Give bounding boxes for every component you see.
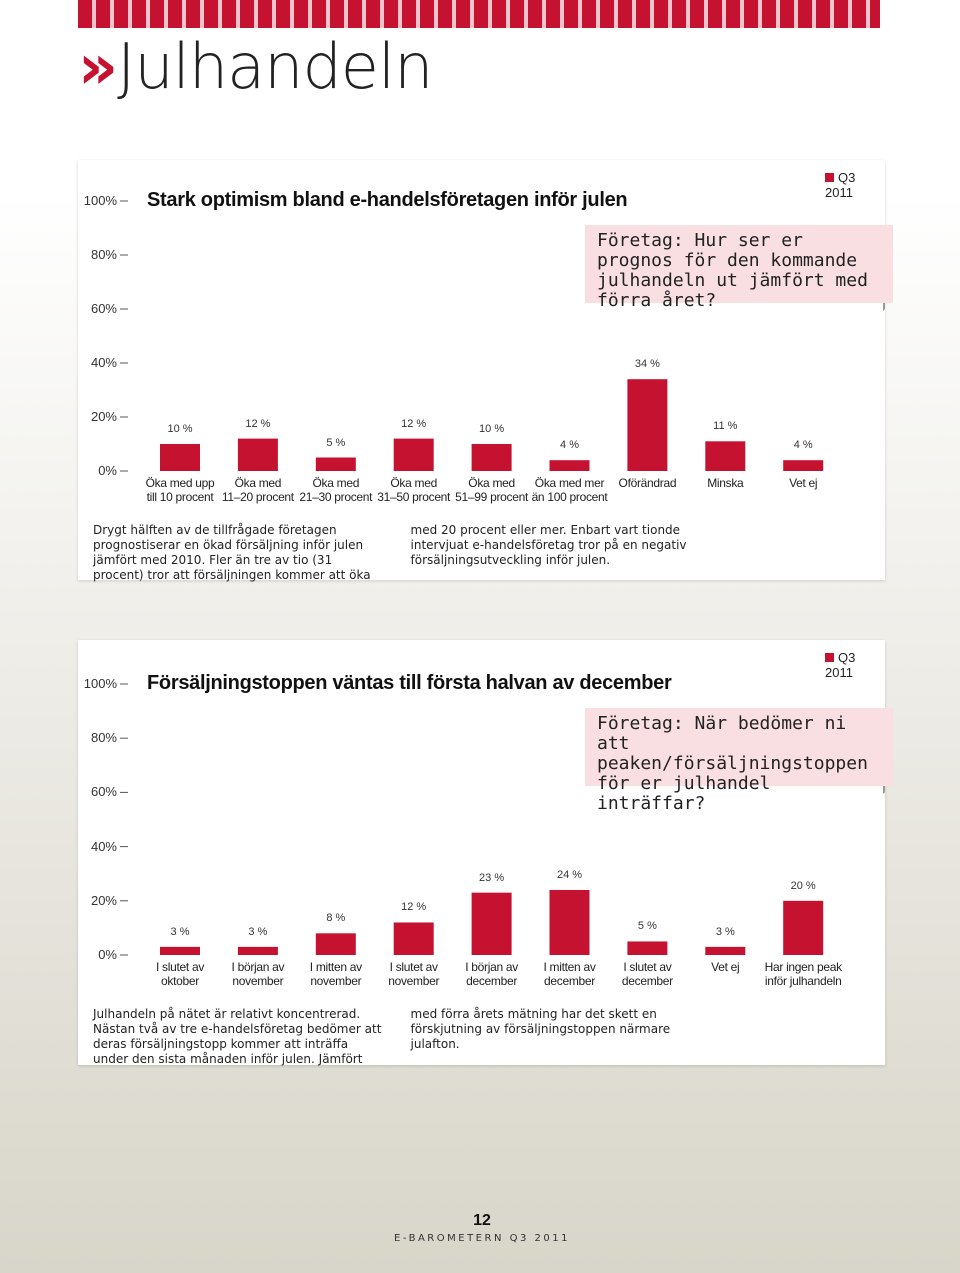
value-label: 23 %	[479, 871, 505, 884]
value-label: 12 %	[401, 901, 427, 914]
value-label: 8 %	[326, 912, 346, 925]
chart-panel: Stark optimism bland e-handelsföretagen …	[78, 160, 893, 582]
y-tick-label: 80%	[90, 247, 117, 262]
bar	[627, 941, 668, 955]
bar	[549, 889, 590, 955]
y-tick-label: 40%	[90, 838, 117, 854]
question-shadow	[883, 786, 885, 794]
bar	[471, 444, 512, 471]
question: Företag: När bedömer ni att peaken/försä…	[585, 708, 893, 814]
bar	[783, 460, 824, 471]
bar	[315, 457, 356, 471]
bar	[705, 946, 746, 955]
x-tick-label: Öka med 31–50 procent	[377, 476, 451, 504]
x-tick-label: Öka med mer än 100 procent	[531, 476, 608, 504]
legend-entry: Q3 2011	[825, 170, 885, 200]
value-label: 12 %	[245, 417, 271, 430]
y-tick-label: 20%	[90, 892, 117, 908]
x-tick-label: Minska	[707, 476, 744, 490]
x-tick-label: I slutet av december	[621, 960, 673, 988]
value-label: 4 %	[793, 439, 813, 452]
body-text: Julhandeln på nätet är relativt koncentr…	[93, 1007, 671, 1066]
body-text: Drygt hälften av de tillfrågade företage…	[93, 523, 687, 582]
value-label: 5 %	[637, 920, 657, 933]
page-number: 12	[473, 1212, 491, 1229]
bar	[549, 460, 590, 471]
chart-panel: Försäljningstoppen väntas till första ha…	[78, 640, 893, 1066]
value-label: 12 %	[401, 417, 427, 430]
y-tick-label: 20%	[90, 409, 117, 424]
chart	[120, 683, 885, 956]
x-tick-label: I början av december	[465, 960, 518, 988]
value-label: 5 %	[326, 436, 346, 449]
legend-entry: Q3 2011	[825, 650, 885, 680]
x-tick-label: I mitten av november	[309, 960, 362, 988]
y-tick-label: 40%	[90, 355, 117, 370]
bar	[315, 933, 356, 955]
y-tick-label: 0%	[98, 463, 117, 478]
value-label: 11 %	[713, 420, 738, 433]
value-label: 3 %	[715, 925, 735, 938]
x-tick-label: Öka med 51–99 procent	[455, 476, 529, 504]
bar	[783, 900, 824, 955]
bar	[237, 438, 278, 471]
x-tick-label: I mitten av december	[543, 960, 596, 988]
bar	[393, 438, 434, 471]
value-label: 34 %	[634, 358, 660, 371]
y-tick-label: 100%	[83, 193, 117, 208]
y-tick-label: 60%	[90, 784, 117, 800]
bar	[160, 444, 200, 471]
publication: E-BAROMETERN Q3 2011	[394, 1233, 570, 1244]
value-label: 3 %	[248, 925, 268, 938]
page-title-text: Julhandeln	[117, 30, 433, 103]
question: Företag: Hur ser er prognos för den komm…	[585, 225, 893, 311]
bar	[160, 946, 200, 955]
value-label: 10 %	[167, 423, 193, 435]
y-tick-label: 60%	[90, 301, 117, 316]
value-label: 24 %	[556, 868, 583, 881]
x-tick-label: I början av november	[231, 960, 285, 988]
bar	[237, 946, 278, 955]
x-tick-label: Öka med 21–30 procent	[299, 476, 373, 504]
x-tick-label: Vet ej	[789, 476, 818, 490]
x-tick-label: Öka med 11–20 procent	[221, 476, 294, 504]
value-label: 3 %	[170, 925, 190, 938]
x-tick-label: Oförändrad	[618, 476, 677, 490]
chart-title: Försäljningstoppen väntas till första ha…	[147, 672, 672, 694]
x-tick-label: Öka med upp till 10 procent	[145, 476, 215, 504]
header-stripes	[78, 0, 880, 28]
value-label: 20 %	[790, 879, 816, 892]
bar	[627, 379, 668, 471]
x-tick-label: Vet ej	[711, 960, 740, 974]
bar	[471, 892, 512, 955]
x-tick-label: I slutet av oktober	[155, 960, 205, 988]
value-label: 4 %	[560, 439, 579, 452]
y-tick-label: 0%	[98, 947, 117, 962]
bar	[705, 441, 746, 471]
value-label: 10 %	[479, 423, 505, 435]
x-tick-label: Har ingen peak inför julhandeln	[764, 960, 842, 988]
chart-title: Stark optimism bland e-handelsföretagen …	[147, 189, 628, 211]
x-tick-label: I slutet av november	[388, 960, 440, 988]
bar	[393, 922, 434, 955]
y-tick-label: 80%	[90, 730, 117, 746]
chart	[120, 200, 885, 472]
y-tick-label: 100%	[83, 676, 117, 691]
question-shadow	[883, 303, 885, 311]
page-title: »Julhandeln	[78, 30, 433, 103]
